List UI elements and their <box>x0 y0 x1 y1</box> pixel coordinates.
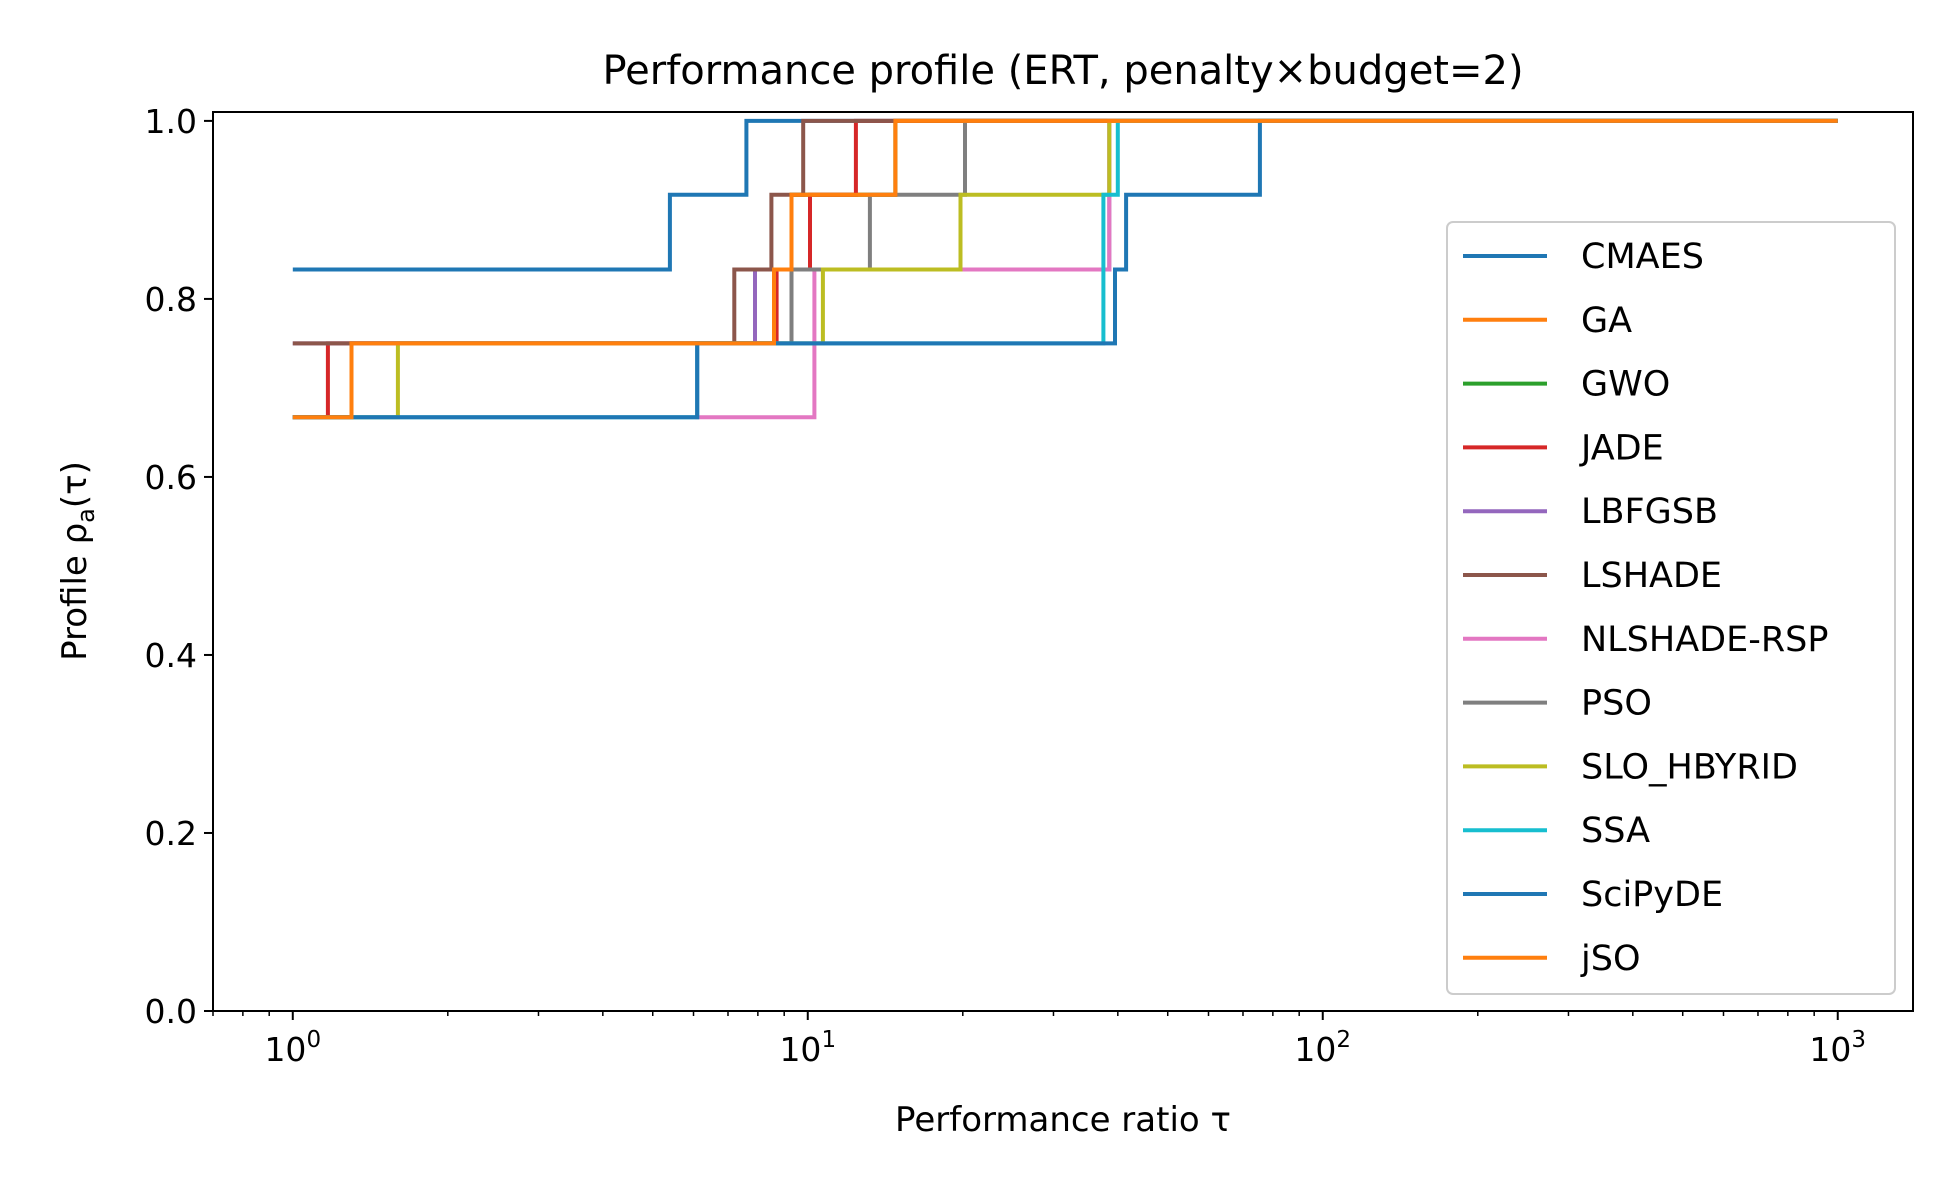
legend-label-lshade: LSHADE <box>1581 556 1722 596</box>
ticks-layer: 0.0 0.2 0.4 0.6 0.8 1.0 100 101 102 103 <box>145 102 1867 1069</box>
y-axis-label-argument: (τ) <box>55 461 95 508</box>
y-tick-label: 0.2 <box>145 814 197 853</box>
y-tick-label: 1.0 <box>145 102 197 141</box>
axes-frame <box>212 111 1914 1012</box>
y-axis-label: Profile ρa(τ) <box>55 461 100 661</box>
series-line-slo-hbyrid <box>292 118 1838 420</box>
y-axis-label-main: Profile ρ <box>55 523 95 661</box>
x-tick-label: 103 <box>1809 1027 1866 1069</box>
y-tick-label: 0.8 <box>145 280 197 319</box>
legend-label-jade: JADE <box>1579 428 1664 468</box>
y-tick-label: 0.6 <box>145 458 197 497</box>
legend-label-gwo: GWO <box>1581 365 1670 405</box>
series-line-scipyde <box>292 118 1838 420</box>
legend-label-ssa: SSA <box>1581 811 1650 851</box>
y-tick-label: 0.0 <box>145 992 197 1031</box>
legend-label-scipyde: SciPyDE <box>1581 875 1723 915</box>
x-tick-label: 102 <box>1294 1027 1351 1069</box>
legend-box <box>1446 221 1896 995</box>
x-tick-label: 101 <box>779 1027 836 1069</box>
y-axis-label-subscript: a <box>72 508 100 523</box>
y-tick-label: 0.4 <box>145 636 197 675</box>
x-tick-label: 100 <box>264 1027 321 1069</box>
legend-label-nlshade-rsp: NLSHADE-RSP <box>1581 620 1829 660</box>
legend: CMAES GA GWO JADE LBFGSB LSHADE NLSHADE-RSP PSO… <box>1446 221 1896 995</box>
legend-label-pso: PSO <box>1581 684 1652 724</box>
legend-label-jso: jSO <box>1580 939 1641 979</box>
legend-label-ga: GA <box>1581 301 1632 341</box>
chart-title: Performance profile (ERT, penalty×budget… <box>602 48 1523 94</box>
series-line-lshade <box>292 118 1838 346</box>
x-axis-label: Performance ratio τ <box>895 1100 1231 1140</box>
series-layer <box>292 118 1838 420</box>
legend-label-cmaes: CMAES <box>1581 237 1704 277</box>
legend-label-lbfgsb: LBFGSB <box>1581 492 1718 532</box>
legend-label-slo-hbyrid: SLO_HBYRID <box>1581 747 1798 787</box>
series-line-jso <box>292 118 1838 420</box>
